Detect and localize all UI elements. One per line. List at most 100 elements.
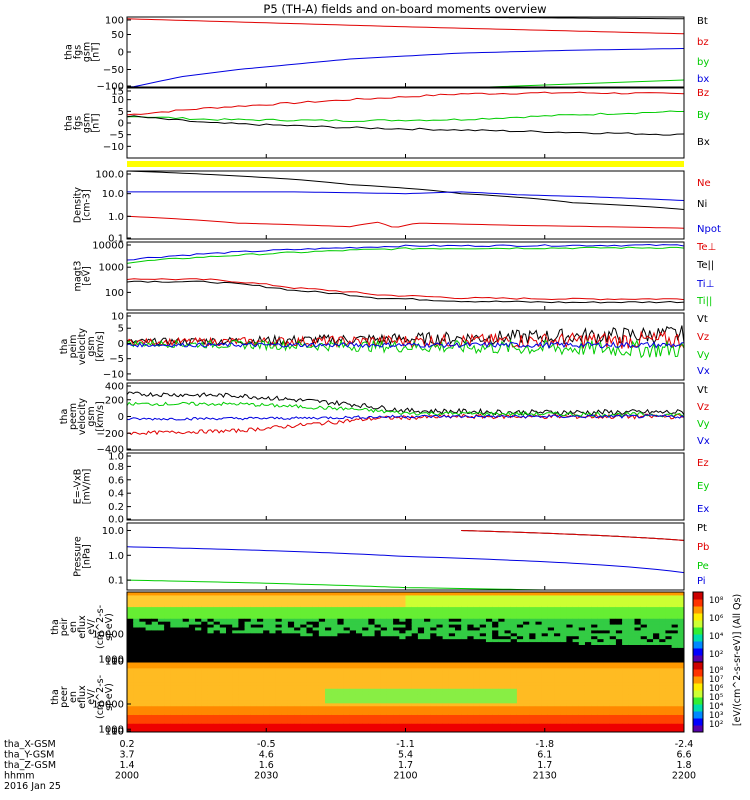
spectrogram-cell xyxy=(188,656,196,660)
y-axis-label: eV/ xyxy=(86,618,97,634)
spectrogram-cell xyxy=(157,697,165,701)
spectrogram-cell xyxy=(584,688,592,692)
spectrogram-cell xyxy=(201,679,208,683)
spectrogram-cell xyxy=(287,694,295,698)
spectrogram-cell xyxy=(362,708,369,713)
spectrogram-cell xyxy=(226,720,233,724)
spectrogram-cell xyxy=(436,597,444,602)
spectrogram-cell xyxy=(547,688,555,692)
spectrogram-cell xyxy=(547,720,555,724)
spectrogram-cell xyxy=(461,729,468,733)
spectrogram-cell xyxy=(430,656,437,660)
spectrogram-cell xyxy=(331,676,338,680)
spectrogram-cell xyxy=(448,638,456,643)
spectrogram-cell xyxy=(597,597,605,602)
spectrogram-cell xyxy=(424,714,431,718)
spectrogram-cell xyxy=(448,650,456,654)
spectrogram-cell xyxy=(275,635,283,640)
spectrogram-cell xyxy=(127,594,134,599)
spectrogram-cell xyxy=(622,664,629,669)
spectrogram-cell xyxy=(516,694,524,698)
spectrogram-cell xyxy=(182,723,190,727)
spectrogram-cell xyxy=(275,697,283,701)
spectrogram-cell xyxy=(343,688,351,692)
spectrogram-cell xyxy=(164,682,171,686)
spectrogram-cell xyxy=(436,638,444,643)
spectrogram-cell xyxy=(467,656,475,660)
spectrogram-cell xyxy=(609,708,617,713)
y-axis-label: fgs xyxy=(73,116,84,130)
spectrogram-cell xyxy=(584,702,592,707)
spectrogram-cell xyxy=(597,694,605,698)
spectrogram-cell xyxy=(510,638,518,643)
spectrogram-cell xyxy=(411,635,419,640)
spectrogram-cell xyxy=(300,624,307,628)
spectrogram-cell xyxy=(677,726,685,730)
spectrogram-cell xyxy=(529,656,536,660)
spectrogram-cell xyxy=(529,685,536,689)
spectrogram-cell xyxy=(591,708,598,713)
spectrogram-cell xyxy=(325,708,332,713)
legend-bx: bx xyxy=(697,74,709,85)
spectrogram-cell xyxy=(312,624,320,628)
spectrogram-cell xyxy=(473,705,481,710)
spectrogram-cell xyxy=(287,653,295,657)
y-tick-label: −5 xyxy=(109,354,124,365)
spectrogram-cell xyxy=(640,697,648,701)
spectrogram-cell xyxy=(393,603,400,608)
spectrogram-cell xyxy=(312,618,320,622)
spectrogram-cell xyxy=(256,729,264,733)
spectrogram-cell xyxy=(337,627,345,631)
spectrogram-cell xyxy=(529,615,536,619)
spectrogram-cell xyxy=(541,723,549,727)
spectrogram-cell xyxy=(157,688,165,692)
spectrogram-cell xyxy=(417,702,425,707)
spectrogram-cell xyxy=(232,679,239,683)
spectrogram-cell xyxy=(634,621,642,625)
spectrogram-cell xyxy=(634,676,642,680)
spectrogram-cell xyxy=(566,644,574,648)
spectrogram-cell xyxy=(139,702,147,707)
spectrogram-cell xyxy=(566,699,574,704)
spectrogram-cell xyxy=(566,662,574,666)
spectrogram-cell xyxy=(393,708,400,713)
spectrogram-cell xyxy=(213,670,221,675)
spectrogram-cell xyxy=(355,720,363,724)
spectrogram-cell xyxy=(634,594,642,599)
spectrogram-cell xyxy=(436,624,444,628)
spectrogram-cell xyxy=(287,597,295,602)
spectrogram-cell xyxy=(659,723,666,727)
spectrogram-cell xyxy=(213,618,221,622)
spectrogram-cell xyxy=(127,653,134,657)
spectrogram-cell xyxy=(337,662,345,666)
spectrogram-cell xyxy=(646,667,654,672)
spectrogram-cell xyxy=(182,697,190,701)
spectrogram-cell xyxy=(516,702,524,707)
spectrogram-cell xyxy=(566,635,574,640)
spectrogram-cell xyxy=(176,606,184,610)
spectrogram-cell xyxy=(139,711,147,715)
y-axis-label: sr-eV) xyxy=(104,683,115,711)
spectrogram-cell xyxy=(622,609,629,613)
spectrogram-cell xyxy=(646,603,654,608)
spectrogram-cell xyxy=(294,621,301,625)
spectrogram-cell xyxy=(424,711,431,715)
spectrogram-cell xyxy=(312,621,320,625)
spectrogram-cell xyxy=(232,676,239,680)
spectrogram-cell xyxy=(250,694,258,698)
spectrogram-cell xyxy=(455,673,462,678)
spectrogram-cell xyxy=(405,670,413,675)
spectrogram-cell xyxy=(547,664,555,669)
spectrogram-cell xyxy=(529,679,536,683)
spectrogram-cell xyxy=(195,694,202,698)
legend-Vt: Vt xyxy=(697,385,708,396)
spectrogram-cell xyxy=(467,682,475,686)
spectrogram-cell xyxy=(430,653,437,657)
spectrogram-cell xyxy=(442,720,450,724)
spectrogram-cell xyxy=(504,656,512,660)
spectrogram-cell xyxy=(343,612,351,616)
spectrogram-cell xyxy=(133,603,140,608)
spectrogram-cell xyxy=(306,618,314,622)
spectrogram-cell xyxy=(362,609,369,613)
spectrogram-cell xyxy=(554,635,561,640)
